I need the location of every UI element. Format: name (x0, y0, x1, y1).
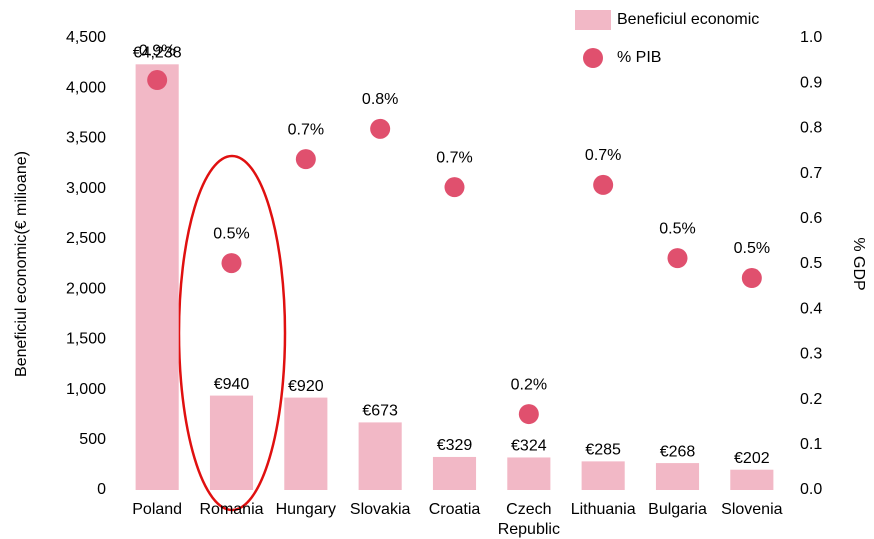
x-tick-label: Slovakia (350, 501, 411, 518)
bar (730, 469, 774, 490)
y-tick-label: 1,000 (66, 381, 106, 398)
y-tick-label: 2,000 (66, 280, 106, 297)
bar-value-label: €202 (734, 450, 770, 467)
dot (444, 177, 465, 198)
bar-value-label: €920 (288, 378, 324, 395)
legend-swatch (575, 10, 611, 30)
y2-tick-label: 0.1 (800, 436, 822, 453)
dot (518, 404, 539, 425)
bar (135, 64, 179, 491)
dot-value-label: 0.7% (436, 149, 472, 166)
bar (507, 457, 551, 490)
x-tick-label: Slovenia (721, 501, 782, 518)
bar-value-label: €4,238 (133, 45, 182, 62)
bar-value-label: €673 (362, 403, 398, 420)
y-tick-label: 3,500 (66, 130, 106, 147)
legend-label: % PIB (617, 49, 661, 66)
x-tick-label: Poland (132, 501, 182, 518)
legend-label: Beneficiul economic (617, 11, 759, 28)
dot-value-label: 0.2% (511, 376, 547, 393)
x-tick-label: Hungary (276, 501, 336, 518)
bar (432, 456, 477, 490)
x-tick-label: Croatia (429, 501, 481, 518)
y-tick-label: 2,500 (66, 230, 106, 247)
bar-value-label: €268 (660, 443, 696, 460)
y-tick-label: 500 (79, 431, 106, 448)
bar (655, 463, 700, 490)
y-tick-label: 0 (97, 481, 106, 498)
bar-value-label: €940 (214, 376, 250, 393)
dot-value-label: 0.8% (362, 91, 398, 108)
bar-value-label: €329 (437, 437, 473, 454)
dot-value-label: 0.7% (585, 147, 621, 164)
y2-tick-label: 0.7 (800, 165, 822, 182)
dot (593, 174, 614, 195)
dot (147, 70, 168, 91)
y2-tick-label: 0.2 (800, 391, 822, 408)
dot-value-label: 0.9% (139, 42, 175, 59)
y-tick-label: 4,500 (66, 29, 106, 46)
y2-tick-label: 0.6 (800, 210, 822, 227)
dot-value-label: 0.5% (659, 220, 695, 237)
x-tick-label: Bulgaria (648, 501, 707, 518)
y-tick-label: 3,000 (66, 180, 106, 197)
dot (221, 253, 242, 274)
bar-value-label: €285 (585, 442, 621, 459)
y-axis-label: Beneficiul economic(€ milioane) (13, 151, 30, 377)
y2-axis-label: % GDP (850, 237, 867, 290)
y2-tick-label: 0.5 (800, 255, 822, 272)
y2-tick-label: 0.4 (800, 300, 822, 317)
y2-tick-label: 0.8 (800, 120, 822, 137)
y-tick-label: 1,500 (66, 331, 106, 348)
dot-value-label: 0.5% (213, 225, 249, 242)
dot-value-label: 0.5% (734, 240, 770, 257)
bar (284, 397, 328, 490)
highlight-ellipse (177, 154, 287, 512)
x-tick-label: Czech Republic (498, 501, 560, 538)
dot (741, 268, 762, 289)
bar (358, 422, 402, 490)
bar (581, 461, 625, 490)
y2-tick-label: 0.3 (800, 346, 822, 363)
bar-value-label: €324 (511, 438, 547, 455)
dot (295, 149, 316, 170)
bar (209, 395, 254, 490)
x-tick-label: Lithuania (571, 501, 636, 518)
dot-value-label: 0.7% (288, 121, 324, 138)
legend-swatch (583, 48, 603, 68)
y2-tick-label: 0.9 (800, 74, 822, 91)
y2-tick-label: 1.0 (800, 29, 822, 46)
y2-tick-label: 0.0 (800, 481, 822, 498)
x-tick-label: Romania (199, 501, 263, 518)
dot (370, 118, 391, 139)
dot (667, 248, 688, 269)
y-tick-label: 4,000 (66, 79, 106, 96)
